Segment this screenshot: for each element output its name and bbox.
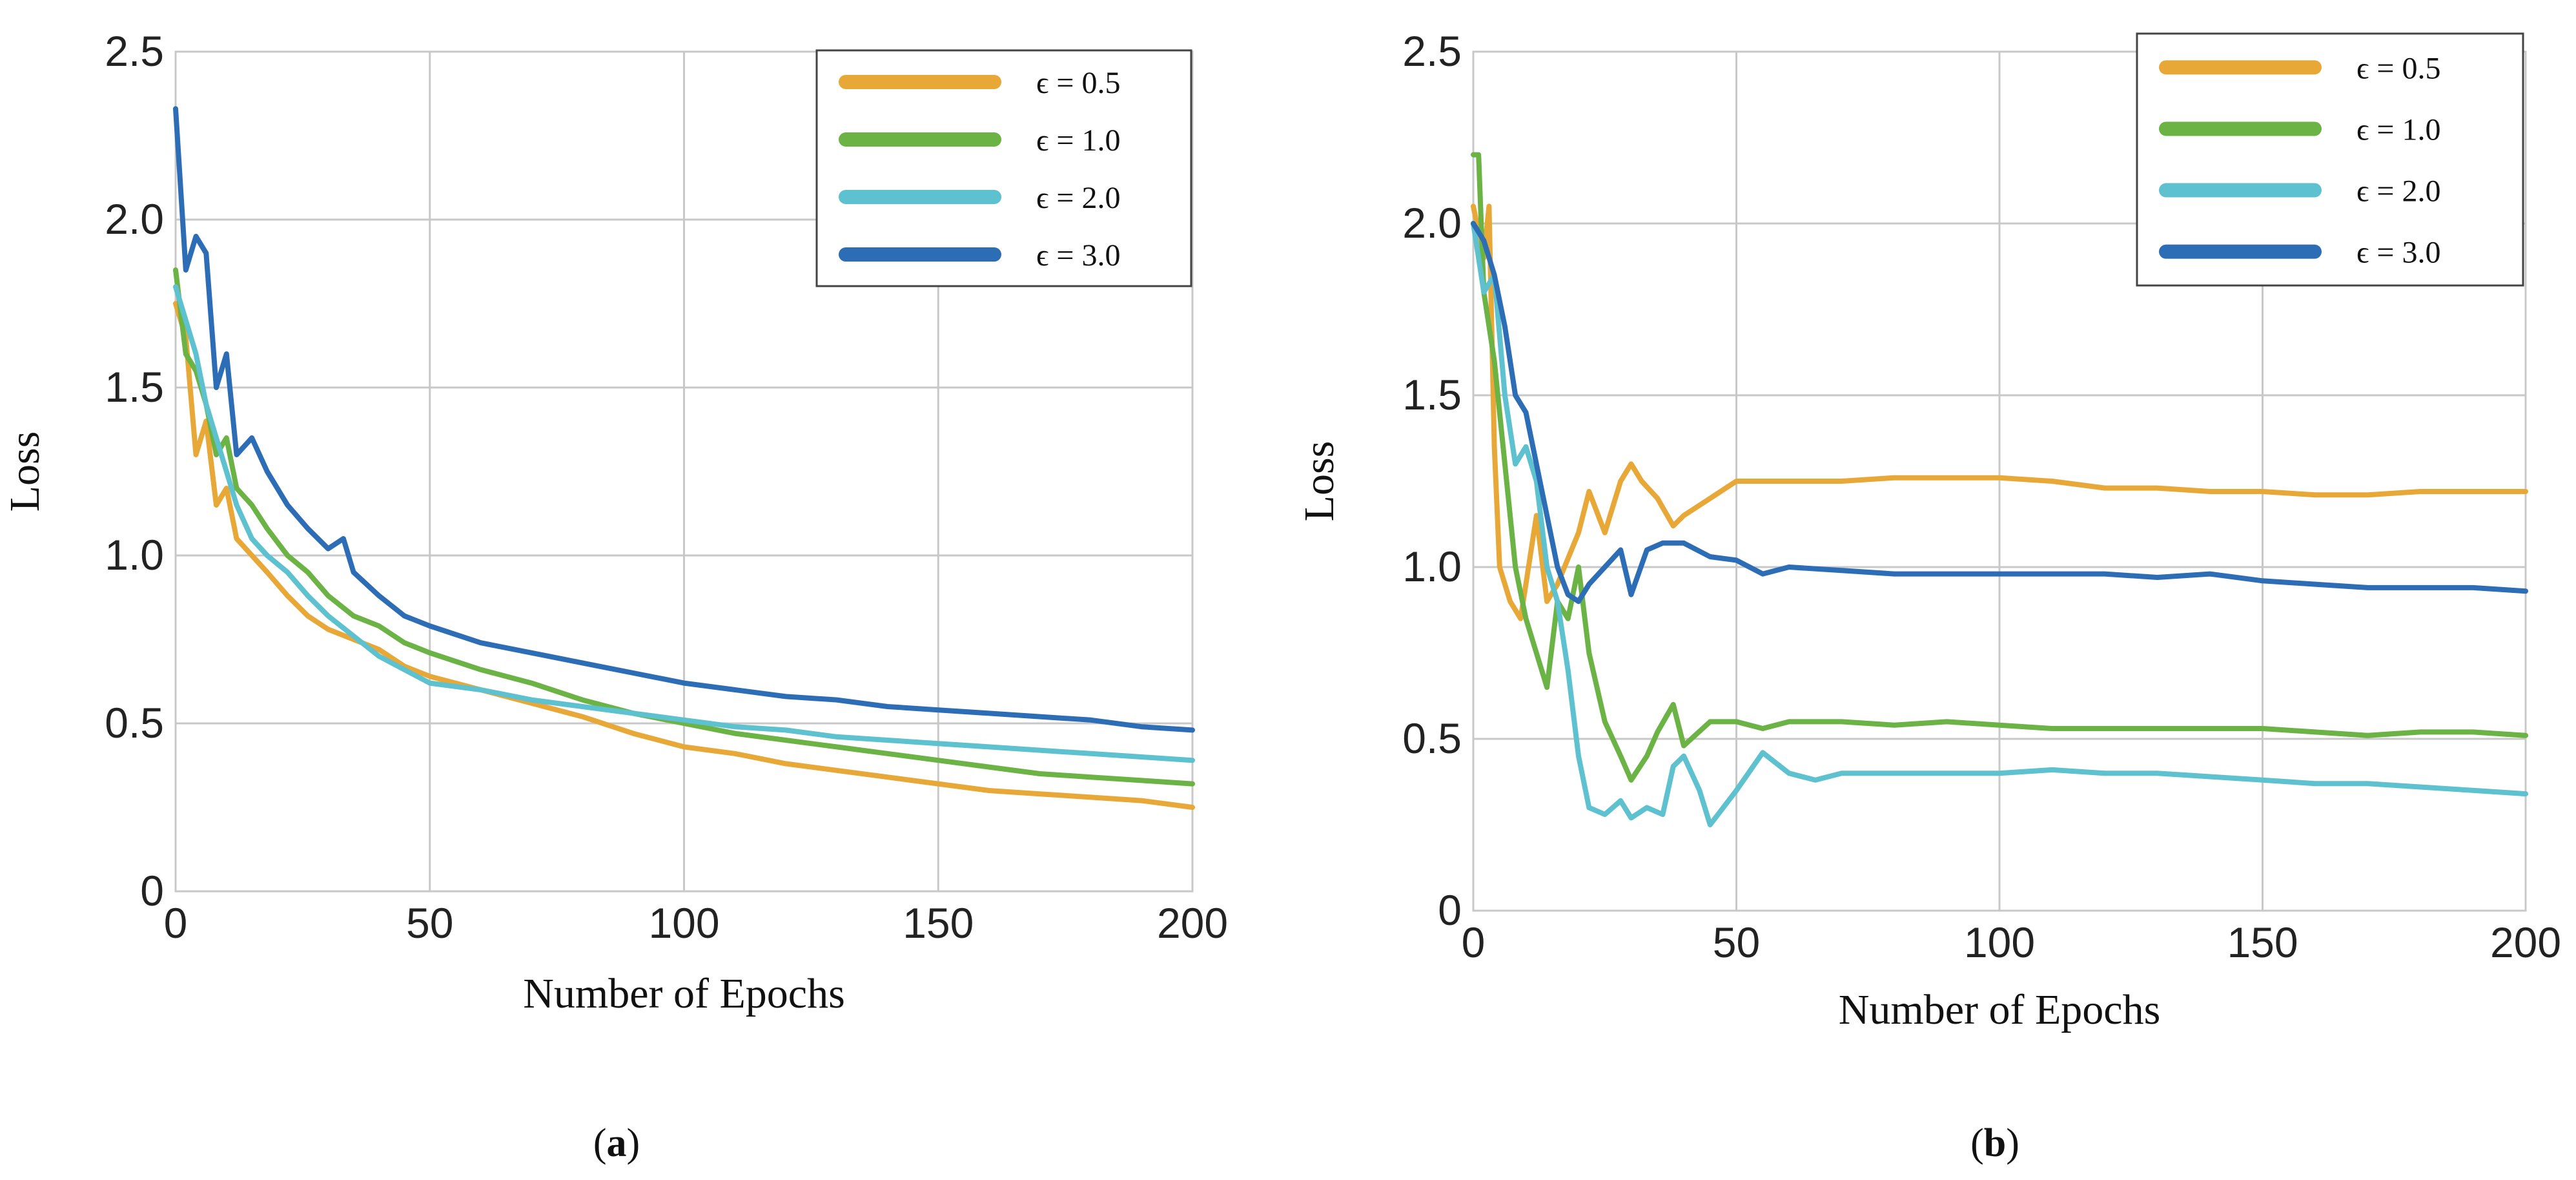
x-tick-label: 0	[1462, 918, 1486, 966]
y-axis-title-a: Loss	[1, 431, 48, 512]
series-line-b-2	[1471, 221, 2528, 827]
x-tick-label: 100	[1964, 918, 2035, 966]
y-tick-label: 0	[140, 867, 164, 915]
caption-b: (b)	[1970, 1121, 2019, 1165]
legend-label: ϵ = 2.0	[1036, 181, 1121, 215]
y-tick-label: 0.5	[105, 699, 164, 747]
series-line-a-2	[173, 284, 1195, 763]
legend-label: ϵ = 0.5	[2356, 51, 2441, 85]
x-tick-label: 150	[903, 899, 974, 947]
legend-box	[2136, 32, 2524, 287]
x-tick-label: 200	[2490, 918, 2561, 966]
legend-box	[815, 49, 1192, 287]
y-tick-label: 2.0	[105, 195, 164, 243]
legend-label: ϵ = 1.0	[2356, 112, 2441, 147]
caption-letter-b: b	[1984, 1121, 2006, 1165]
series-line-a-1	[173, 267, 1195, 787]
chart-panel-a: 0 50 100 150 200 0 0.5 1.0 1.5 2.0 2.5 Number of E…	[1, 27, 1228, 1165]
series-line-a-0	[173, 301, 1195, 810]
legend-label: ϵ = 0.5	[1036, 66, 1121, 100]
x-tick-label: 50	[406, 899, 453, 947]
y-tick-label: 2.0	[1402, 199, 1462, 247]
y-tick-label: 0.5	[1402, 714, 1462, 762]
legend-label: ϵ = 1.0	[1036, 123, 1121, 158]
x-tick-label: 200	[1157, 899, 1228, 947]
y-tick-label: 2.5	[105, 27, 164, 75]
series-line-a-3	[173, 106, 1195, 733]
y-tick-label: 1.0	[1402, 543, 1462, 590]
series-line-b-0	[1471, 203, 2528, 621]
x-tick-label: 0	[164, 899, 188, 947]
legend-b: ϵ = 0.5 ϵ = 1.0 ϵ = 2.0 ϵ = 3.0	[2136, 32, 2524, 287]
y-tick-label: 1.5	[105, 363, 164, 411]
plot-area-a	[174, 50, 1194, 893]
x-tick-label: 50	[1713, 918, 1760, 966]
series-line-b-3	[1471, 221, 2528, 605]
chart-panel-b: 0 50 100 150 200 0 0.5 1.0 1.5 2.0 2.5 Number of E…	[1296, 27, 2561, 1165]
y-tick-label: 1.0	[105, 531, 164, 579]
x-tick-label: 100	[648, 899, 719, 947]
series-line-b-1	[1471, 152, 2528, 783]
caption-a: (a)	[593, 1121, 640, 1165]
legend-a: ϵ = 0.5 ϵ = 1.0 ϵ = 2.0 ϵ = 3.0	[815, 49, 1192, 287]
series-group-b	[1471, 152, 2528, 827]
ticks-a: 0 50 100 150 200 0 0.5 1.0 1.5 2.0 2.5	[105, 27, 1228, 947]
caption-letter-a: a	[607, 1121, 627, 1165]
y-tick-label: 0	[1438, 886, 1462, 934]
legend-label: ϵ = 3.0	[2356, 236, 2441, 270]
ticks-b: 0 50 100 150 200 0 0.5 1.0 1.5 2.0 2.5	[1402, 27, 2561, 966]
y-axis-title-b: Loss	[1296, 441, 1343, 522]
x-axis-title-a: Number of Epochs	[523, 970, 845, 1017]
y-tick-label: 1.5	[1402, 371, 1462, 419]
y-tick-label: 2.5	[1402, 27, 1462, 75]
legend-label: ϵ = 3.0	[1036, 238, 1121, 273]
series-group-a	[173, 106, 1195, 810]
legend-label: ϵ = 2.0	[2356, 174, 2441, 209]
x-axis-title-b: Number of Epochs	[1839, 986, 2161, 1033]
plot-area-b	[1472, 50, 2527, 912]
x-tick-label: 150	[2227, 918, 2298, 966]
